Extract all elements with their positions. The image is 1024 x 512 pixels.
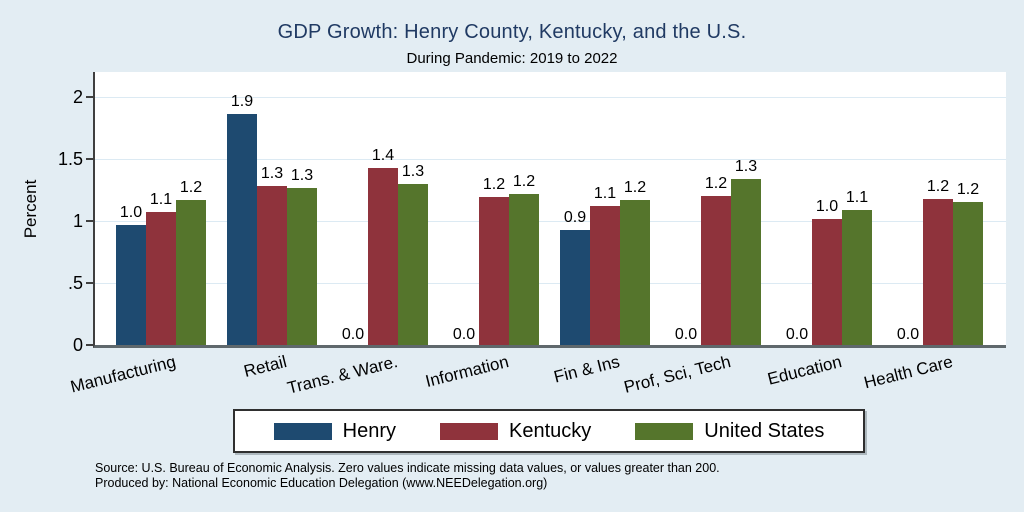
bar-kentucky-fin-ins xyxy=(590,206,620,345)
bar-value-label: 0.0 xyxy=(896,326,920,343)
bar-kentucky-health-care xyxy=(923,199,953,345)
bar-value-label: 0.0 xyxy=(674,326,698,343)
bar-value-label: 1.1 xyxy=(845,189,869,206)
chart-title: GDP Growth: Henry County, Kentucky, and … xyxy=(277,21,747,43)
plot-area: 1.0 1.1 1.2 1.9 1.3 1.3 0.0 1.4 1.3 0.0 1.2 1.2 0.9 1… xyxy=(93,72,1006,348)
bar-value-label: 1.2 xyxy=(179,179,203,196)
y-tick-label: 2 xyxy=(72,87,83,107)
y-tick xyxy=(86,96,93,98)
bar-value-label: 0.0 xyxy=(785,326,809,343)
bar-value-label: 1.2 xyxy=(956,181,980,198)
bar-united-states-information xyxy=(509,194,539,345)
bar-value-label: 0.0 xyxy=(341,326,365,343)
bar-value-label: 1.2 xyxy=(704,175,728,192)
y-tick xyxy=(86,158,93,160)
source-note: Source: U.S. Bureau of Economic Analysis… xyxy=(95,461,720,490)
bar-value-label: 1.1 xyxy=(149,191,173,208)
legend-swatch xyxy=(440,422,498,440)
gridline xyxy=(95,283,1006,284)
bar-value-label: 1.2 xyxy=(482,176,506,193)
bar-kentucky-retail xyxy=(257,186,287,345)
bar-value-label: 1.3 xyxy=(290,167,314,184)
bar-value-label: 1.3 xyxy=(734,158,758,175)
y-tick-label: 0 xyxy=(72,335,83,355)
legend-label: Henry xyxy=(342,419,396,442)
produced-by-line: Produced by: National Economic Education… xyxy=(95,475,548,490)
legend-label: United States xyxy=(704,419,825,442)
bar-kentucky-information xyxy=(479,197,509,345)
bar-value-label: 1.3 xyxy=(260,165,284,182)
bar-value-label: 1.3 xyxy=(401,163,425,180)
bar-united-states-retail xyxy=(287,188,317,345)
gridline xyxy=(95,221,1006,222)
bar-kentucky-prof-sci-tech xyxy=(701,196,731,345)
bar-value-label: 0.0 xyxy=(452,326,476,343)
bar-value-label: 1.2 xyxy=(926,178,950,195)
legend-item-kentucky: Kentucky xyxy=(440,420,591,443)
gridline xyxy=(95,159,1006,160)
legend-swatch xyxy=(635,422,694,440)
bar-united-states-health-care xyxy=(953,202,983,345)
gridline xyxy=(95,97,1006,98)
bar-henry-retail xyxy=(227,114,257,345)
bar-kentucky-education xyxy=(812,219,842,345)
y-tick xyxy=(86,282,93,284)
bar-value-label: 0.9 xyxy=(563,209,587,226)
bar-kentucky-trans-ware xyxy=(368,168,398,345)
y-tick-label: 1 xyxy=(72,211,83,231)
bar-value-label: 1.1 xyxy=(593,185,617,202)
bar-henry-manufacturing xyxy=(116,225,146,345)
source-line: Source: U.S. Bureau of Economic Analysis… xyxy=(95,461,720,475)
chart-subtitle: During Pandemic: 2019 to 2022 xyxy=(406,50,618,67)
bar-value-label: 1.4 xyxy=(371,147,395,164)
y-tick xyxy=(86,344,93,346)
bar-united-states-fin-ins xyxy=(620,200,650,345)
y-tick-label: .5 xyxy=(67,273,83,293)
bar-united-states-trans-ware xyxy=(398,184,428,345)
bar-united-states-education xyxy=(842,210,872,345)
y-tick xyxy=(86,220,93,222)
y-tick-label: 1.5 xyxy=(57,149,83,169)
legend: Henry Kentucky United States xyxy=(233,409,865,453)
bar-value-label: 1.0 xyxy=(815,198,839,215)
bar-kentucky-manufacturing xyxy=(146,212,176,345)
legend-swatch xyxy=(273,422,332,440)
bar-value-label: 1.2 xyxy=(512,173,536,190)
bar-value-label: 1.0 xyxy=(119,204,143,221)
legend-label: Kentucky xyxy=(509,419,592,442)
bar-henry-fin-ins xyxy=(560,230,590,345)
legend-item-united-states: United States xyxy=(635,420,824,443)
bar-value-label: 1.2 xyxy=(623,179,647,196)
bar-value-label: 1.9 xyxy=(230,93,254,110)
bar-united-states-prof-sci-tech xyxy=(731,179,761,345)
bar-united-states-manufacturing xyxy=(176,200,206,345)
legend-item-henry: Henry xyxy=(273,419,396,443)
